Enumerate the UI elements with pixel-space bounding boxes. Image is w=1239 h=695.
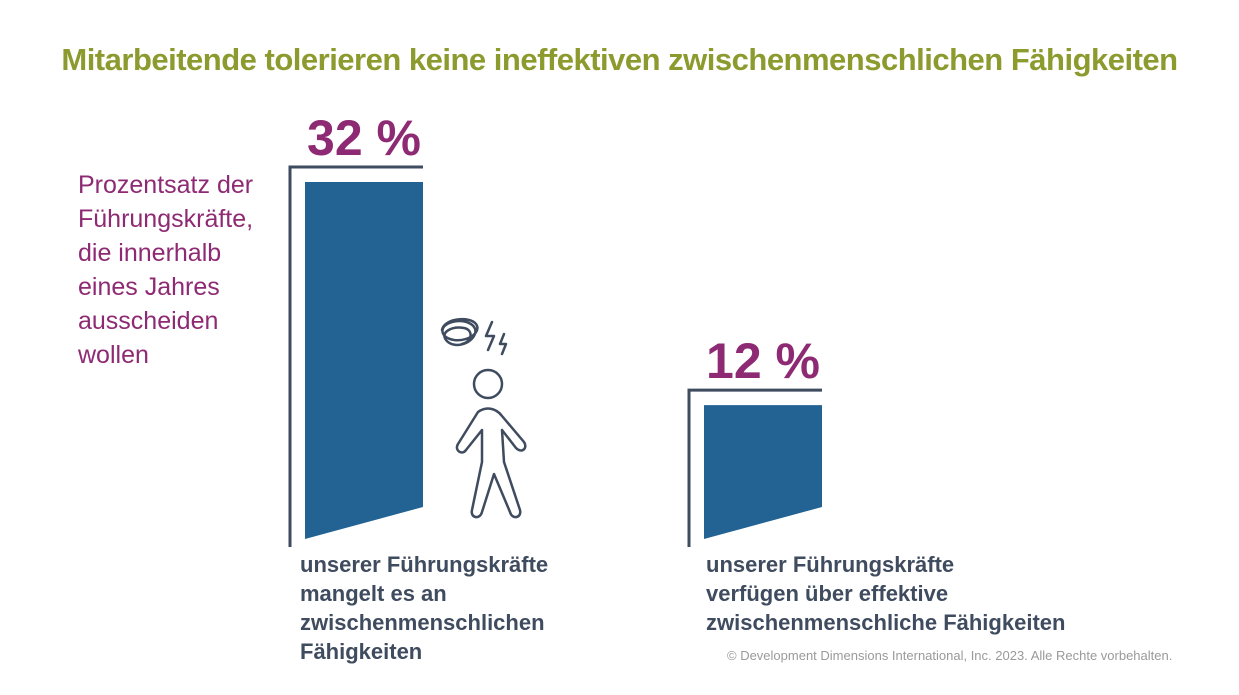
copyright-notice: © Development Dimensions International, … — [727, 648, 1173, 663]
data-label-1: 32 % — [307, 110, 421, 166]
y-axis-label-line: die innerhalb — [78, 239, 222, 267]
bar-2 — [704, 405, 822, 539]
caption-bar-1: unserer Führungskräfte mangelt es an zwi… — [300, 550, 600, 666]
door-frame-2 — [687, 388, 822, 547]
caption-bar-2: unserer Führungskräfte verfügen über eff… — [706, 550, 1146, 637]
y-axis-label-line: Führungskräfte, — [78, 205, 254, 233]
confused-walking-person-icon — [440, 317, 527, 519]
bar-1 — [305, 182, 423, 539]
caption-line: unserer Führungskräfte — [706, 552, 955, 577]
caption-line: verfügen über effektive — [706, 581, 949, 606]
y-axis-label-line: eines Jahres — [78, 273, 220, 301]
caption-line: Fähigkeiten — [300, 639, 423, 664]
caption-line: zwischenmenschliche Fähigkeiten — [706, 610, 1066, 635]
caption-line: zwischenmenschlichen — [300, 610, 545, 635]
y-axis-label: Prozentsatz der Führungskräfte, die inne… — [78, 168, 288, 372]
data-label-2: 12 % — [706, 333, 820, 389]
y-axis-label-line: ausscheiden — [78, 307, 219, 335]
y-axis-label-line: Prozentsatz der — [78, 171, 254, 199]
caption-line: mangelt es an — [300, 581, 447, 606]
chart-title: Mitarbeitende tolerieren keine ineffekti… — [61, 42, 1178, 77]
door-frame-1 — [288, 165, 423, 547]
y-axis-label-line: wollen — [78, 341, 149, 369]
caption-line: unserer Führungskräfte — [300, 552, 549, 577]
